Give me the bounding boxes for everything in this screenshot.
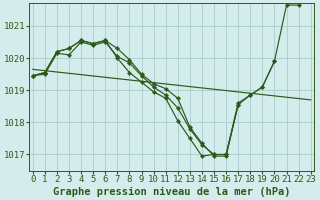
X-axis label: Graphe pression niveau de la mer (hPa): Graphe pression niveau de la mer (hPa) [53, 186, 291, 197]
